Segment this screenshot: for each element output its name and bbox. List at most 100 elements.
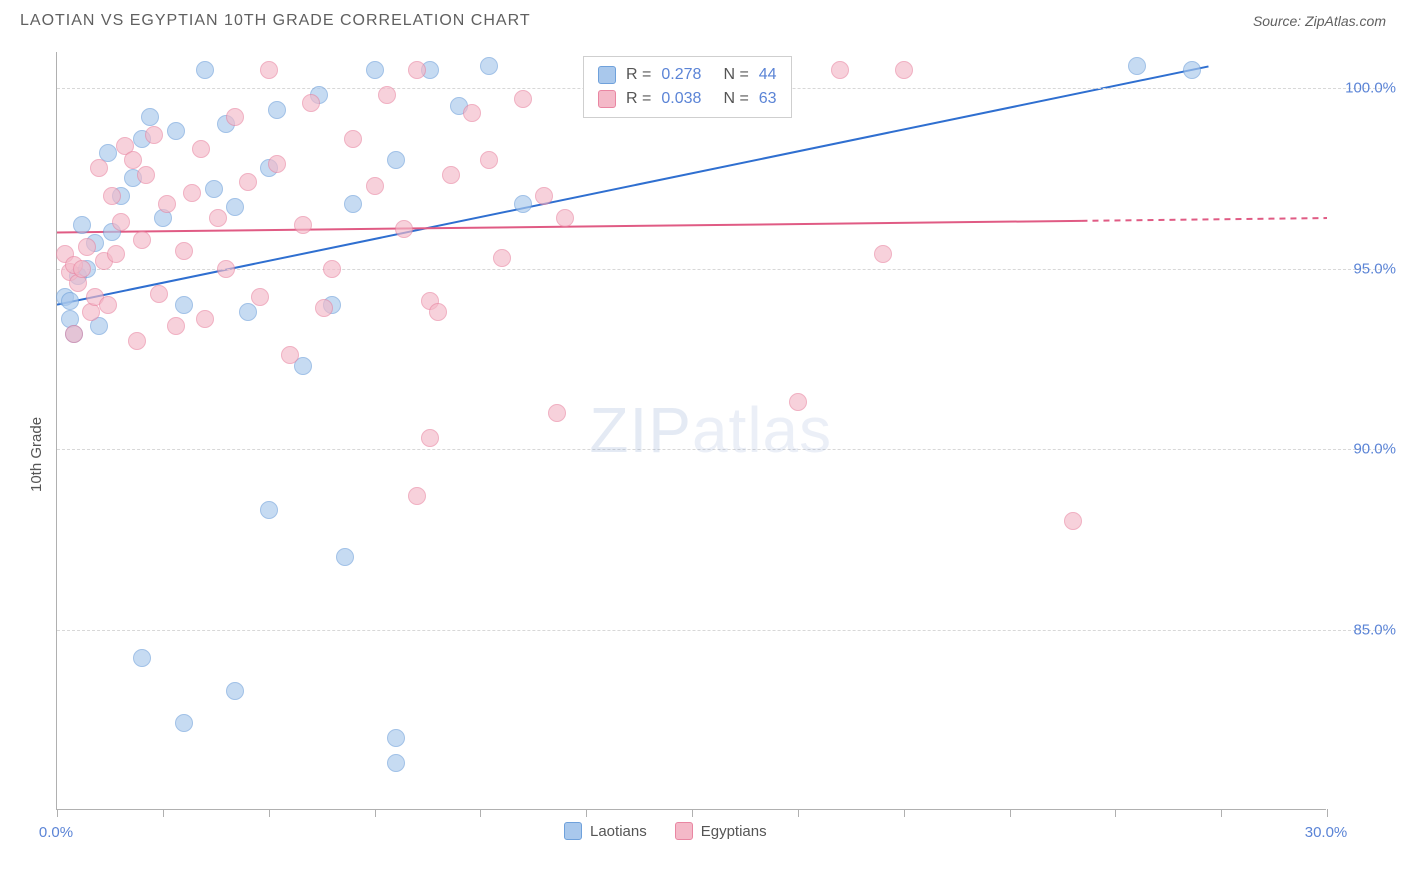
x-tick	[904, 809, 905, 817]
data-point	[175, 242, 193, 260]
data-point	[480, 151, 498, 169]
title-bar: LAOTIAN VS EGYPTIAN 10TH GRADE CORRELATI…	[20, 12, 1386, 30]
data-point	[281, 346, 299, 364]
stat-r-value: 0.038	[661, 87, 701, 111]
x-tick	[375, 809, 376, 817]
data-point	[514, 195, 532, 213]
y-tick-label: 95.0%	[1353, 260, 1396, 277]
gridline	[57, 630, 1386, 631]
data-point	[73, 260, 91, 278]
data-point	[217, 260, 235, 278]
data-point	[209, 209, 227, 227]
chart-title: LAOTIAN VS EGYPTIAN 10TH GRADE CORRELATI…	[20, 12, 531, 30]
data-point	[387, 729, 405, 747]
x-tick	[586, 809, 587, 817]
data-point	[192, 140, 210, 158]
data-point	[548, 404, 566, 422]
legend-label: Laotians	[590, 823, 647, 840]
legend-swatch	[675, 822, 693, 840]
source-label: Source: ZipAtlas.com	[1253, 13, 1386, 29]
data-point	[387, 754, 405, 772]
legend-swatch	[564, 822, 582, 840]
x-tick	[269, 809, 270, 817]
data-point	[789, 393, 807, 411]
x-tick-label: 30.0%	[1305, 824, 1348, 841]
gridline	[57, 269, 1386, 270]
data-point	[150, 285, 168, 303]
bottom-legend: Laotians Egyptians	[564, 822, 767, 840]
stat-r-label: R =	[626, 63, 651, 87]
data-point	[387, 151, 405, 169]
data-point	[421, 429, 439, 447]
x-tick	[1010, 809, 1011, 817]
data-point	[514, 90, 532, 108]
data-point	[205, 180, 223, 198]
data-point	[831, 61, 849, 79]
stat-r-label: R =	[626, 87, 651, 111]
y-axis-title: 10th Grade	[28, 417, 45, 492]
data-point	[196, 61, 214, 79]
x-tick	[57, 809, 58, 817]
data-point	[167, 317, 185, 335]
data-point	[175, 714, 193, 732]
y-tick-label: 85.0%	[1353, 621, 1396, 638]
data-point	[1064, 512, 1082, 530]
data-point	[226, 682, 244, 700]
data-point	[158, 195, 176, 213]
data-point	[239, 173, 257, 191]
data-point	[133, 649, 151, 667]
data-point	[429, 303, 447, 321]
data-point	[260, 501, 278, 519]
stat-n-value: 44	[759, 63, 777, 87]
data-point	[196, 310, 214, 328]
data-point	[480, 57, 498, 75]
data-point	[167, 122, 185, 140]
data-point	[463, 104, 481, 122]
data-point	[408, 487, 426, 505]
stat-r-value: 0.278	[661, 63, 701, 87]
data-point	[78, 238, 96, 256]
data-point	[344, 130, 362, 148]
x-tick	[798, 809, 799, 817]
data-point	[251, 288, 269, 306]
data-point	[408, 61, 426, 79]
trend-lines-layer	[57, 52, 1327, 810]
data-point	[442, 166, 460, 184]
data-point	[239, 303, 257, 321]
stat-n-label: N =	[723, 63, 748, 87]
data-point	[145, 126, 163, 144]
legend-label: Egyptians	[701, 823, 767, 840]
data-point	[107, 245, 125, 263]
data-point	[556, 209, 574, 227]
data-point	[874, 245, 892, 263]
data-point	[535, 187, 553, 205]
legend-item: Laotians	[564, 822, 647, 840]
stat-row: R = 0.278 N = 44	[598, 63, 777, 87]
x-tick	[163, 809, 164, 817]
gridline	[57, 449, 1386, 450]
correlation-stats-box: R = 0.278N = 44R = 0.038N = 63	[583, 56, 792, 118]
data-point	[302, 94, 320, 112]
x-tick	[1327, 809, 1328, 817]
data-point	[112, 213, 130, 231]
data-point	[1128, 57, 1146, 75]
legend-swatch	[598, 90, 616, 108]
x-tick	[1115, 809, 1116, 817]
stat-n-label: N =	[723, 87, 748, 111]
y-tick-label: 100.0%	[1345, 80, 1396, 97]
data-point	[103, 187, 121, 205]
data-point	[99, 296, 117, 314]
data-point	[323, 260, 341, 278]
data-point	[133, 231, 151, 249]
data-point	[395, 220, 413, 238]
data-point	[175, 296, 193, 314]
data-point	[378, 86, 396, 104]
data-point	[366, 61, 384, 79]
data-point	[336, 548, 354, 566]
stat-row: R = 0.038N = 63	[598, 87, 777, 111]
legend-swatch	[598, 66, 616, 84]
data-point	[895, 61, 913, 79]
data-point	[226, 198, 244, 216]
x-tick	[692, 809, 693, 817]
x-tick	[1221, 809, 1222, 817]
